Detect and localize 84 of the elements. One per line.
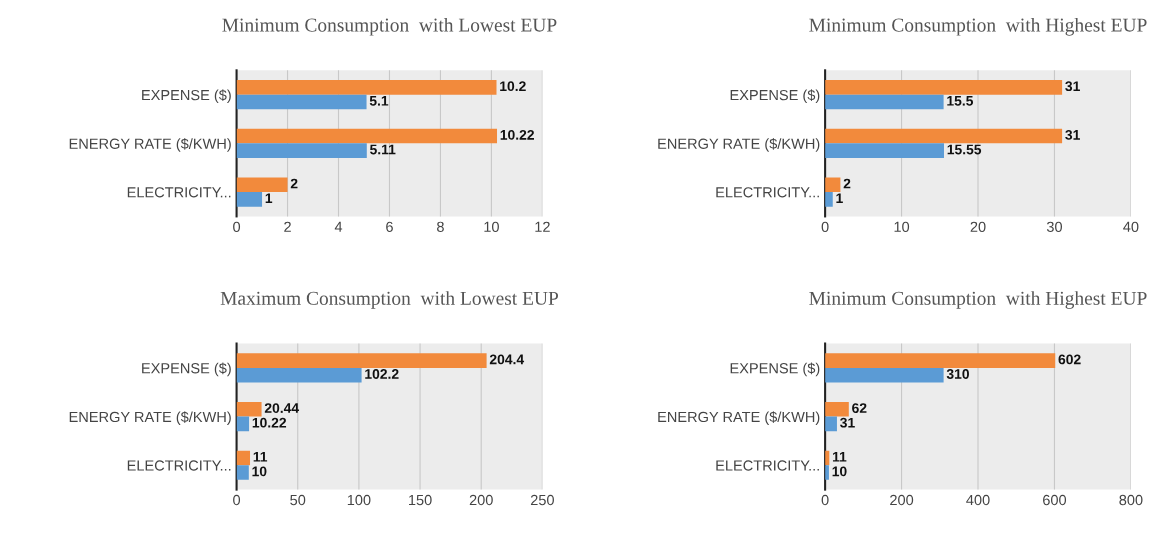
data-label: 1 bbox=[265, 193, 273, 203]
y-tick-label: ELECTRICITY... bbox=[127, 187, 231, 198]
data-label: 204.4 bbox=[489, 354, 525, 365]
x-tick-label: 50 bbox=[290, 494, 306, 506]
x-tick-label: 600 bbox=[1043, 494, 1067, 506]
data-label: 11 bbox=[253, 451, 268, 462]
data-label: 10 bbox=[832, 466, 847, 477]
bar bbox=[825, 353, 1056, 368]
x-tick-label: 4 bbox=[334, 221, 343, 232]
data-label: 102.2 bbox=[365, 369, 399, 379]
x-tick-label: 2 bbox=[284, 221, 291, 232]
data-label: 10.2 bbox=[500, 81, 526, 92]
chart-title: Minimum Consumption with Highest EUP bbox=[809, 291, 1147, 309]
data-label: 62 bbox=[852, 403, 867, 413]
x-tick-label: 12 bbox=[535, 221, 550, 232]
x-tick-label: 200 bbox=[890, 494, 914, 506]
bar bbox=[236, 94, 367, 110]
bar bbox=[825, 367, 944, 383]
x-tick-label: 30 bbox=[1046, 221, 1063, 232]
data-label: 31 bbox=[1065, 129, 1080, 140]
data-label: 2 bbox=[843, 178, 851, 189]
bar bbox=[236, 450, 251, 466]
data-label: 5.11 bbox=[370, 144, 396, 155]
data-label: 10.22 bbox=[252, 417, 287, 428]
chart-title: Maximum Consumption with Lowest EUP bbox=[220, 291, 559, 309]
chart-title: Minimum Consumption with Lowest EUP bbox=[222, 17, 557, 36]
data-label: 15.5 bbox=[947, 96, 974, 106]
bar bbox=[825, 401, 849, 417]
y-tick-label: EXPENSE ($) bbox=[142, 89, 231, 104]
data-label: 1 bbox=[836, 193, 843, 203]
y-tick-label: ELECTRICITY... bbox=[716, 460, 819, 471]
bar bbox=[236, 367, 362, 383]
x-tick-label: 150 bbox=[409, 494, 432, 506]
bar bbox=[236, 416, 250, 432]
chart-title: Minimum Consumption with Highest EUP bbox=[809, 17, 1147, 36]
y-tick-label: EXPENSE ($) bbox=[730, 362, 820, 377]
data-label: 31 bbox=[1065, 81, 1080, 92]
x-tick-label: 100 bbox=[347, 494, 371, 506]
data-label: 31 bbox=[840, 417, 855, 428]
x-tick-label: 0 bbox=[821, 221, 829, 232]
y-tick-label: ENERGY RATE ($/KWH) bbox=[69, 137, 231, 152]
data-label: 11 bbox=[832, 451, 847, 462]
x-tick-label: 40 bbox=[1123, 221, 1139, 232]
bar bbox=[236, 128, 498, 144]
y-tick-label: EXPENSE ($) bbox=[142, 362, 231, 377]
data-label: 15.55 bbox=[947, 144, 982, 155]
bar bbox=[825, 143, 944, 158]
bar bbox=[236, 192, 263, 207]
data-label: 2 bbox=[290, 178, 298, 189]
data-label: 10 bbox=[252, 466, 267, 477]
data-label: 310 bbox=[946, 369, 969, 379]
y-tick-label: EXPENSE ($) bbox=[730, 89, 820, 104]
bar bbox=[236, 143, 367, 158]
bar bbox=[236, 465, 249, 480]
x-tick-label: 250 bbox=[530, 494, 554, 506]
bar bbox=[825, 128, 1063, 144]
data-label: 20.44 bbox=[264, 403, 300, 413]
x-tick-label: 0 bbox=[821, 494, 829, 506]
bar bbox=[825, 192, 833, 207]
bar bbox=[236, 177, 288, 193]
x-tick-label: 0 bbox=[233, 221, 241, 232]
bar bbox=[825, 94, 944, 110]
bar bbox=[236, 353, 487, 368]
data-label: 5.1 bbox=[369, 96, 389, 106]
x-tick-label: 0 bbox=[233, 494, 241, 506]
y-tick-label: ELECTRICITY... bbox=[127, 460, 231, 471]
bar bbox=[236, 401, 262, 417]
x-tick-label: 200 bbox=[469, 494, 493, 506]
y-tick-label: ENERGY RATE ($/KWH) bbox=[69, 411, 231, 425]
y-tick-label: ENERGY RATE ($/KWH) bbox=[658, 137, 820, 152]
x-tick-label: 10 bbox=[894, 221, 910, 232]
y-tick-label: ELECTRICITY... bbox=[716, 187, 819, 198]
x-tick-label: 8 bbox=[437, 221, 444, 232]
data-label: 10.22 bbox=[500, 129, 534, 140]
x-tick-label: 6 bbox=[386, 221, 393, 232]
x-tick-label: 800 bbox=[1119, 494, 1143, 506]
x-tick-label: 400 bbox=[966, 494, 990, 506]
bar bbox=[236, 80, 497, 95]
bar bbox=[825, 80, 1063, 95]
x-tick-label: 10 bbox=[484, 221, 499, 232]
y-tick-label: ENERGY RATE ($/KWH) bbox=[658, 411, 820, 425]
bar bbox=[825, 177, 841, 193]
x-tick-label: 20 bbox=[970, 221, 986, 232]
data-label: 602 bbox=[1058, 354, 1081, 365]
